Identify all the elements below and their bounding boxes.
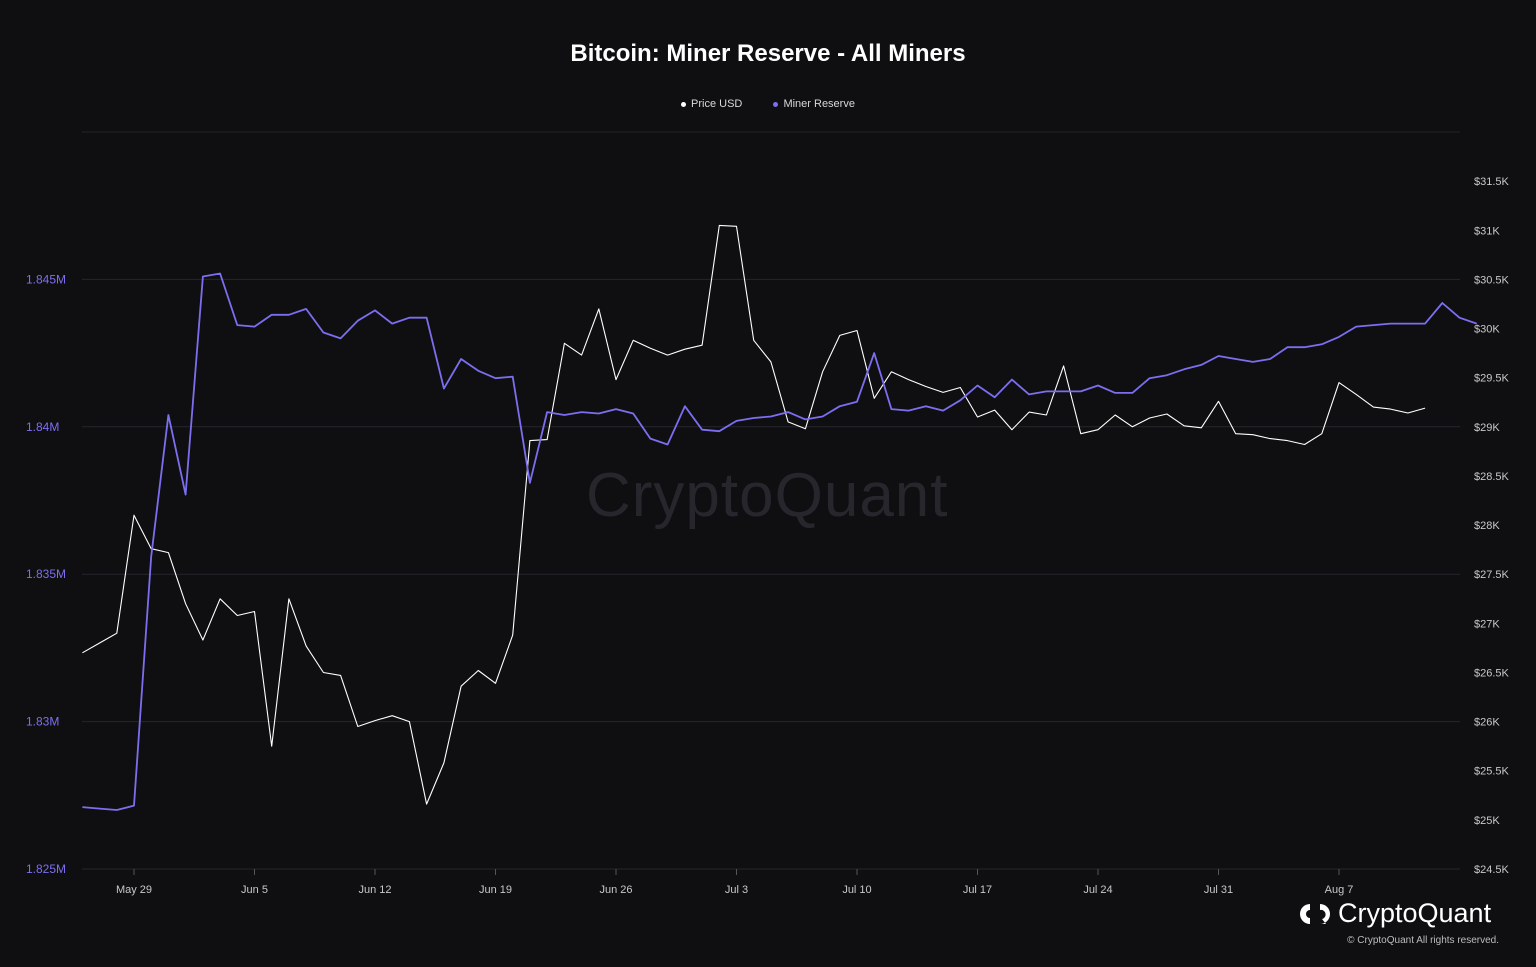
x-tick-label: Aug 7 <box>1325 884 1354 896</box>
left-tick-label: 1.835M <box>26 567 66 581</box>
chart-title: Bitcoin: Miner Reserve - All Miners <box>570 40 966 67</box>
brand-name: CryptoQuant <box>1338 898 1492 928</box>
series-line-miner-reserve <box>82 272 1477 811</box>
right-tick-label: $24.5K <box>1474 864 1510 876</box>
x-tick-label: Jul 3 <box>725 884 748 896</box>
right-tick-label: $30.5K <box>1474 274 1510 286</box>
right-tick-label: $29.5K <box>1474 373 1510 385</box>
legend: Price USD Miner Reserve <box>0 98 1536 110</box>
right-tick-label: $29K <box>1474 422 1500 434</box>
left-tick-label: 1.83M <box>26 715 59 729</box>
x-tick-label: Jul 17 <box>963 884 992 896</box>
x-tick-label: Jul 31 <box>1204 884 1233 896</box>
cryptoquant-logo-icon <box>1300 904 1330 924</box>
right-tick-label: $30K <box>1474 324 1500 336</box>
right-tick-label: $31.5K <box>1474 176 1510 188</box>
watermark: CryptoQuant <box>586 461 949 530</box>
legend-label-price: Price USD <box>691 98 743 110</box>
right-tick-label: $26K <box>1474 717 1500 729</box>
x-tick-label: Jun 12 <box>358 884 391 896</box>
x-tick-label: Jul 10 <box>842 884 871 896</box>
copyright-text: © CryptoQuant All rights reserved. <box>1347 935 1499 946</box>
x-tick-label: Jul 24 <box>1083 884 1112 896</box>
legend-label-miner-reserve: Miner Reserve <box>783 98 855 110</box>
right-tick-label: $27.5K <box>1474 569 1510 581</box>
legend-dot-miner-reserve <box>773 101 779 107</box>
right-tick-label: $31K <box>1474 225 1500 237</box>
left-tick-label: 1.84M <box>26 420 59 434</box>
right-tick-label: $26.5K <box>1474 667 1510 679</box>
right-tick-label: $28.5K <box>1474 471 1510 483</box>
left-tick-label: 1.825M <box>26 862 66 876</box>
series-line-price-usd <box>82 224 1426 805</box>
legend-dot-price <box>681 101 687 107</box>
legend-item-miner-reserve[interactable]: Miner Reserve <box>773 98 855 110</box>
right-tick-label: $25K <box>1474 815 1500 827</box>
x-tick-label: May 29 <box>116 884 152 896</box>
x-tick-label: Jun 26 <box>599 884 632 896</box>
right-tick-label: $25.5K <box>1474 766 1510 778</box>
x-tick-label: Jun 19 <box>479 884 512 896</box>
right-tick-label: $27K <box>1474 618 1500 630</box>
legend-item-price[interactable]: Price USD <box>681 98 742 110</box>
x-tick-label: Jun 5 <box>241 884 268 896</box>
right-tick-label: $28K <box>1474 520 1500 532</box>
left-tick-label: 1.845M <box>26 272 66 286</box>
